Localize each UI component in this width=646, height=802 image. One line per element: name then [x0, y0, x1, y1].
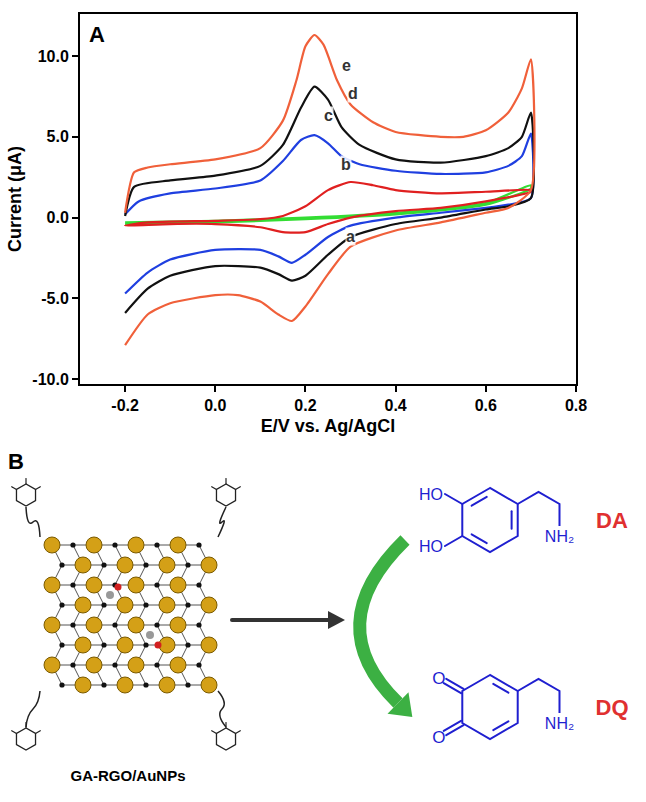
svg-text:NH₂: NH₂	[545, 528, 574, 545]
svg-text:0.0: 0.0	[204, 397, 226, 414]
svg-text:O: O	[432, 669, 445, 688]
svg-text:a: a	[346, 228, 355, 245]
svg-text:O: O	[432, 728, 445, 747]
svg-text:0.2: 0.2	[294, 397, 316, 414]
svg-text:10.0: 10.0	[38, 48, 69, 65]
svg-text:0.6: 0.6	[475, 397, 497, 414]
svg-text:NH₂: NH₂	[545, 715, 574, 732]
svg-text:Current (μA): Current (μA)	[5, 146, 25, 252]
svg-text:d: d	[348, 85, 358, 102]
svg-text:GA-RGO/AuNPs: GA-RGO/AuNPs	[70, 767, 185, 784]
svg-text:B: B	[8, 449, 24, 474]
svg-text:A: A	[89, 22, 105, 47]
svg-text:0.8: 0.8	[565, 397, 587, 414]
svg-text:b: b	[341, 156, 351, 173]
svg-text:0.4: 0.4	[385, 397, 407, 414]
svg-text:e: e	[342, 57, 351, 74]
svg-text:HO: HO	[419, 538, 443, 555]
svg-text:DQ: DQ	[596, 695, 629, 720]
svg-text:E/V vs. Ag/AgCl: E/V vs. Ag/AgCl	[261, 416, 395, 436]
svg-text:DA: DA	[596, 508, 628, 533]
svg-text:c: c	[324, 107, 333, 124]
svg-text:-5.0: -5.0	[41, 290, 69, 307]
svg-text:0.0: 0.0	[47, 209, 69, 226]
svg-text:-0.2: -0.2	[111, 397, 139, 414]
svg-text:HO: HO	[419, 486, 443, 503]
svg-text:5.0: 5.0	[47, 128, 69, 145]
svg-text:-10.0: -10.0	[32, 371, 69, 388]
